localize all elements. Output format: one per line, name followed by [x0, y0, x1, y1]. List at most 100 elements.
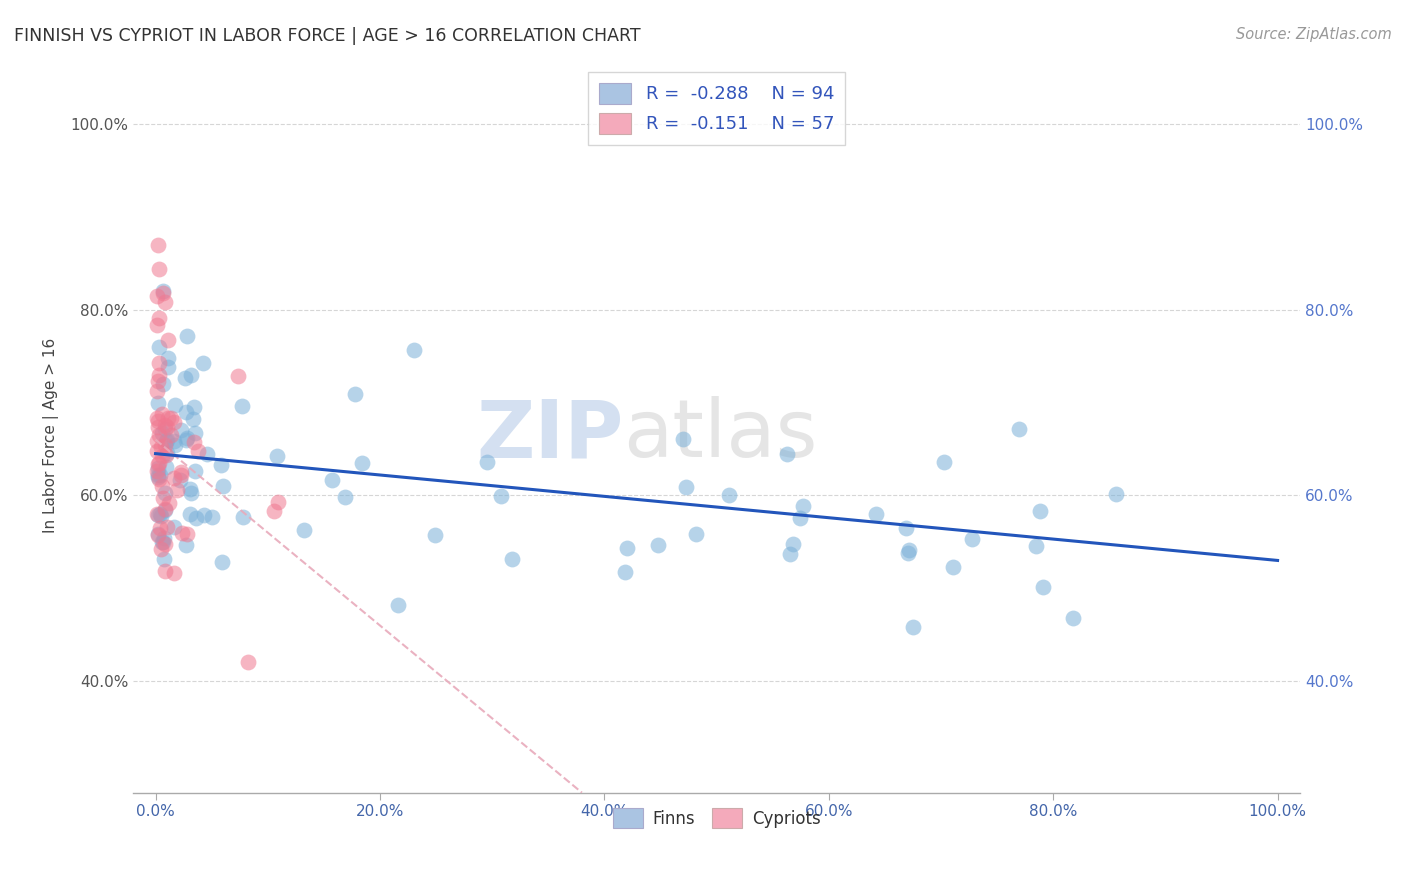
Point [163, 471, 186, 485]
Point [152, 491, 174, 505]
Point [402, 343, 425, 357]
Point [174, 405, 197, 419]
Point [267, 495, 290, 509]
Point [145, 411, 167, 425]
Point [195, 447, 218, 461]
Point [201, 510, 224, 524]
Point [174, 434, 197, 448]
Point [170, 423, 193, 437]
Point [169, 473, 191, 487]
Point [150, 440, 173, 454]
Point [148, 456, 170, 470]
Point [148, 340, 170, 354]
Point [156, 446, 179, 460]
Point [155, 434, 177, 449]
Point [150, 407, 173, 421]
Point [425, 528, 447, 542]
Point [1032, 580, 1054, 594]
Point [183, 400, 205, 414]
Point [157, 351, 180, 365]
Point [157, 411, 180, 425]
Text: atlas: atlas [623, 396, 817, 474]
Point [894, 520, 917, 534]
Point [266, 449, 288, 463]
Point [148, 520, 170, 534]
Point [170, 468, 193, 483]
Point [191, 356, 214, 370]
Point [616, 541, 638, 555]
Point [146, 420, 169, 434]
Point [146, 526, 169, 541]
Point [163, 434, 186, 449]
Point [153, 502, 176, 516]
Point [675, 480, 697, 494]
Point [1062, 611, 1084, 625]
Point [150, 449, 173, 463]
Point [186, 510, 208, 524]
Point [183, 434, 205, 449]
Point [232, 509, 254, 524]
Point [172, 525, 194, 540]
Point [344, 386, 367, 401]
Point [292, 523, 315, 537]
Point [150, 534, 173, 549]
Point [149, 507, 172, 521]
Point [792, 499, 814, 513]
Point [782, 537, 804, 551]
Point [148, 472, 170, 486]
Point [350, 456, 373, 470]
Point [153, 437, 176, 451]
Point [776, 447, 799, 461]
Point [865, 508, 887, 522]
Point [179, 482, 201, 496]
Point [779, 547, 801, 561]
Point [163, 437, 186, 451]
Point [148, 374, 170, 388]
Point [150, 479, 173, 493]
Point [1105, 487, 1128, 501]
Point [153, 537, 176, 551]
Point [145, 464, 167, 478]
Point [149, 467, 172, 482]
Point [193, 508, 215, 522]
Point [152, 534, 174, 549]
Point [176, 526, 198, 541]
Point [146, 468, 169, 483]
Point [153, 503, 176, 517]
Point [238, 655, 260, 669]
Point [898, 543, 921, 558]
Point [149, 508, 172, 523]
Point [156, 434, 179, 448]
Point [174, 371, 197, 385]
Point [226, 369, 249, 384]
Point [153, 422, 176, 436]
Point [148, 356, 170, 370]
Point [180, 485, 202, 500]
Point [477, 455, 499, 469]
Point [152, 286, 174, 301]
Point [387, 599, 409, 613]
Point [647, 538, 669, 552]
Point [170, 465, 193, 479]
Point [962, 532, 984, 546]
Point [187, 444, 209, 458]
Point [263, 504, 285, 518]
Point [942, 559, 965, 574]
Point [156, 420, 179, 434]
Point [146, 469, 169, 483]
Point [209, 458, 232, 472]
Point [613, 566, 636, 580]
Text: FINNISH VS CYPRIOT IN LABOR FORCE | AGE > 16 CORRELATION CHART: FINNISH VS CYPRIOT IN LABOR FORCE | AGE … [14, 27, 641, 45]
Point [153, 564, 176, 578]
Point [157, 496, 180, 510]
Point [181, 412, 204, 426]
Point [146, 457, 169, 471]
Point [145, 507, 167, 521]
Point [183, 464, 205, 478]
Point [157, 333, 180, 347]
Point [932, 455, 955, 469]
Point [180, 368, 202, 382]
Point [146, 318, 169, 332]
Point [146, 237, 169, 252]
Point [335, 490, 357, 504]
